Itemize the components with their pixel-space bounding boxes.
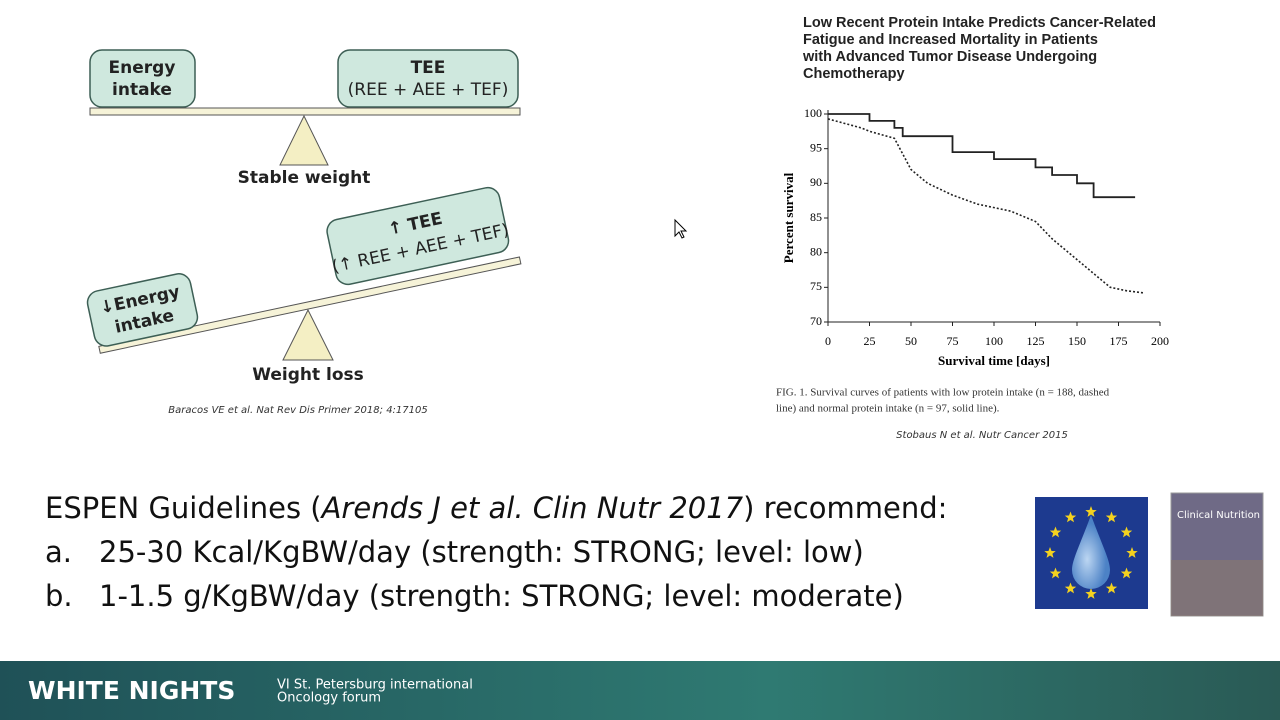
item-text: 25-30 Kcal/KgBW/day (strength: STRONG; l… xyxy=(99,535,864,569)
star xyxy=(1105,582,1118,594)
star xyxy=(1105,511,1118,523)
citation: Baracos VE et al. Nat Rev Dis Primer 201… xyxy=(168,405,428,416)
box xyxy=(337,49,519,108)
y-tick-label: 75 xyxy=(810,279,822,293)
figure-caption: FIG. 1. Survival curves of patients with… xyxy=(776,387,1110,399)
fulcrum xyxy=(282,308,334,361)
article-title: Low Recent Protein Intake Predicts Cance… xyxy=(803,15,1156,31)
item-marker: b. xyxy=(45,579,73,613)
x-tick-label: 75 xyxy=(947,334,959,348)
article-title: Fatigue and Increased Mortality in Patie… xyxy=(803,32,1098,48)
item-marker: a. xyxy=(45,535,72,569)
label: (REE + AEE + TEF) xyxy=(348,80,509,100)
star xyxy=(1120,567,1133,579)
tilted-scale: ↓Energy intake ↑ TEE (↑ REE + AEE + TEF)… xyxy=(86,186,522,385)
text: ESPEN Guidelines ( xyxy=(45,491,322,525)
x-tick-label: 50 xyxy=(905,334,917,348)
journal-cover: Clinical Nutrition xyxy=(1170,492,1264,617)
x-tick-label: 175 xyxy=(1110,334,1128,348)
beam xyxy=(98,256,522,354)
star xyxy=(1064,511,1077,523)
espen-logo xyxy=(1035,497,1148,609)
event: Oncology forum xyxy=(277,691,381,706)
x-tick-label: 200 xyxy=(1151,334,1169,348)
balanced-scale: Energy intake TEE (REE + AEE + TEF) Stab… xyxy=(89,49,521,188)
survival-curve xyxy=(828,113,1136,199)
box xyxy=(326,186,510,286)
y-tick-label: 90 xyxy=(810,175,822,189)
article-title: with Advanced Tumor Disease Undergoing xyxy=(802,49,1097,65)
x-tick-label: 125 xyxy=(1027,334,1045,348)
event: VI St. Petersburg international xyxy=(277,678,473,693)
text: Arends J et al. Clin Nutr 2017 xyxy=(320,491,744,525)
y-axis-label: Percent survival xyxy=(781,172,796,263)
brand: WHITE NIGHTS xyxy=(28,676,235,705)
box xyxy=(89,49,196,108)
star xyxy=(1120,526,1133,538)
y-tick-label: 70 xyxy=(810,314,822,328)
guideline-intro: ESPEN Guidelines (Arends J et al. Clin N… xyxy=(45,491,947,525)
y-tick-label: 85 xyxy=(810,210,822,224)
y-tick-label: 80 xyxy=(810,244,822,258)
survival-chart: Survival time [days] Percent survival 70… xyxy=(781,106,1169,368)
article-title: Chemotherapy xyxy=(803,66,905,82)
y-tick-label: 95 xyxy=(810,140,822,154)
label: Energy xyxy=(109,58,176,78)
figure-caption: line) and normal protein intake (n = 97,… xyxy=(776,403,1000,415)
footer-band xyxy=(0,661,1280,720)
star xyxy=(1044,547,1056,558)
star xyxy=(1049,567,1062,579)
text: ) recommend: xyxy=(743,491,947,525)
label: intake xyxy=(112,80,172,100)
item-text: 1-1.5 g/KgBW/day (strength: STRONG; leve… xyxy=(99,579,904,613)
cursor xyxy=(674,218,688,239)
x-axis-label: Survival time [days] xyxy=(938,353,1050,368)
star xyxy=(1085,506,1097,517)
y-tick-label: 100 xyxy=(804,106,822,120)
citation: Stobaus N et al. Nutr Cancer 2015 xyxy=(896,430,1068,441)
x-tick-label: 25 xyxy=(864,334,876,348)
star xyxy=(1085,588,1097,599)
star xyxy=(1126,547,1138,558)
box xyxy=(86,273,199,347)
journal-title: Clinical Nutrition xyxy=(1177,510,1260,521)
star xyxy=(1064,582,1077,594)
fulcrum xyxy=(279,114,329,166)
caption: Stable weight xyxy=(238,168,371,188)
beam xyxy=(89,107,521,116)
star xyxy=(1049,526,1062,538)
label: TEE xyxy=(411,58,446,78)
x-tick-label: 0 xyxy=(825,334,831,348)
x-tick-label: 100 xyxy=(985,334,1003,348)
x-tick-label: 150 xyxy=(1068,334,1086,348)
caption: Weight loss xyxy=(252,365,364,385)
survival-curve xyxy=(827,118,1144,294)
